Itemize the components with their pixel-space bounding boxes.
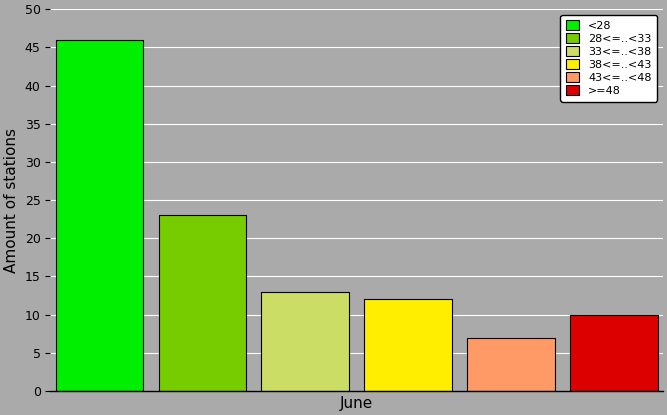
Bar xyxy=(159,215,246,391)
Legend: <28, 28<=..<33, 33<=..<38, 38<=..<43, 43<=..<48, >=48: <28, 28<=..<33, 33<=..<38, 38<=..<43, 43… xyxy=(560,15,657,102)
Bar xyxy=(261,292,349,391)
Bar xyxy=(570,315,658,391)
Y-axis label: Amount of stations: Amount of stations xyxy=(4,127,19,273)
Bar xyxy=(364,299,452,391)
Bar xyxy=(55,40,143,391)
Bar xyxy=(468,337,555,391)
